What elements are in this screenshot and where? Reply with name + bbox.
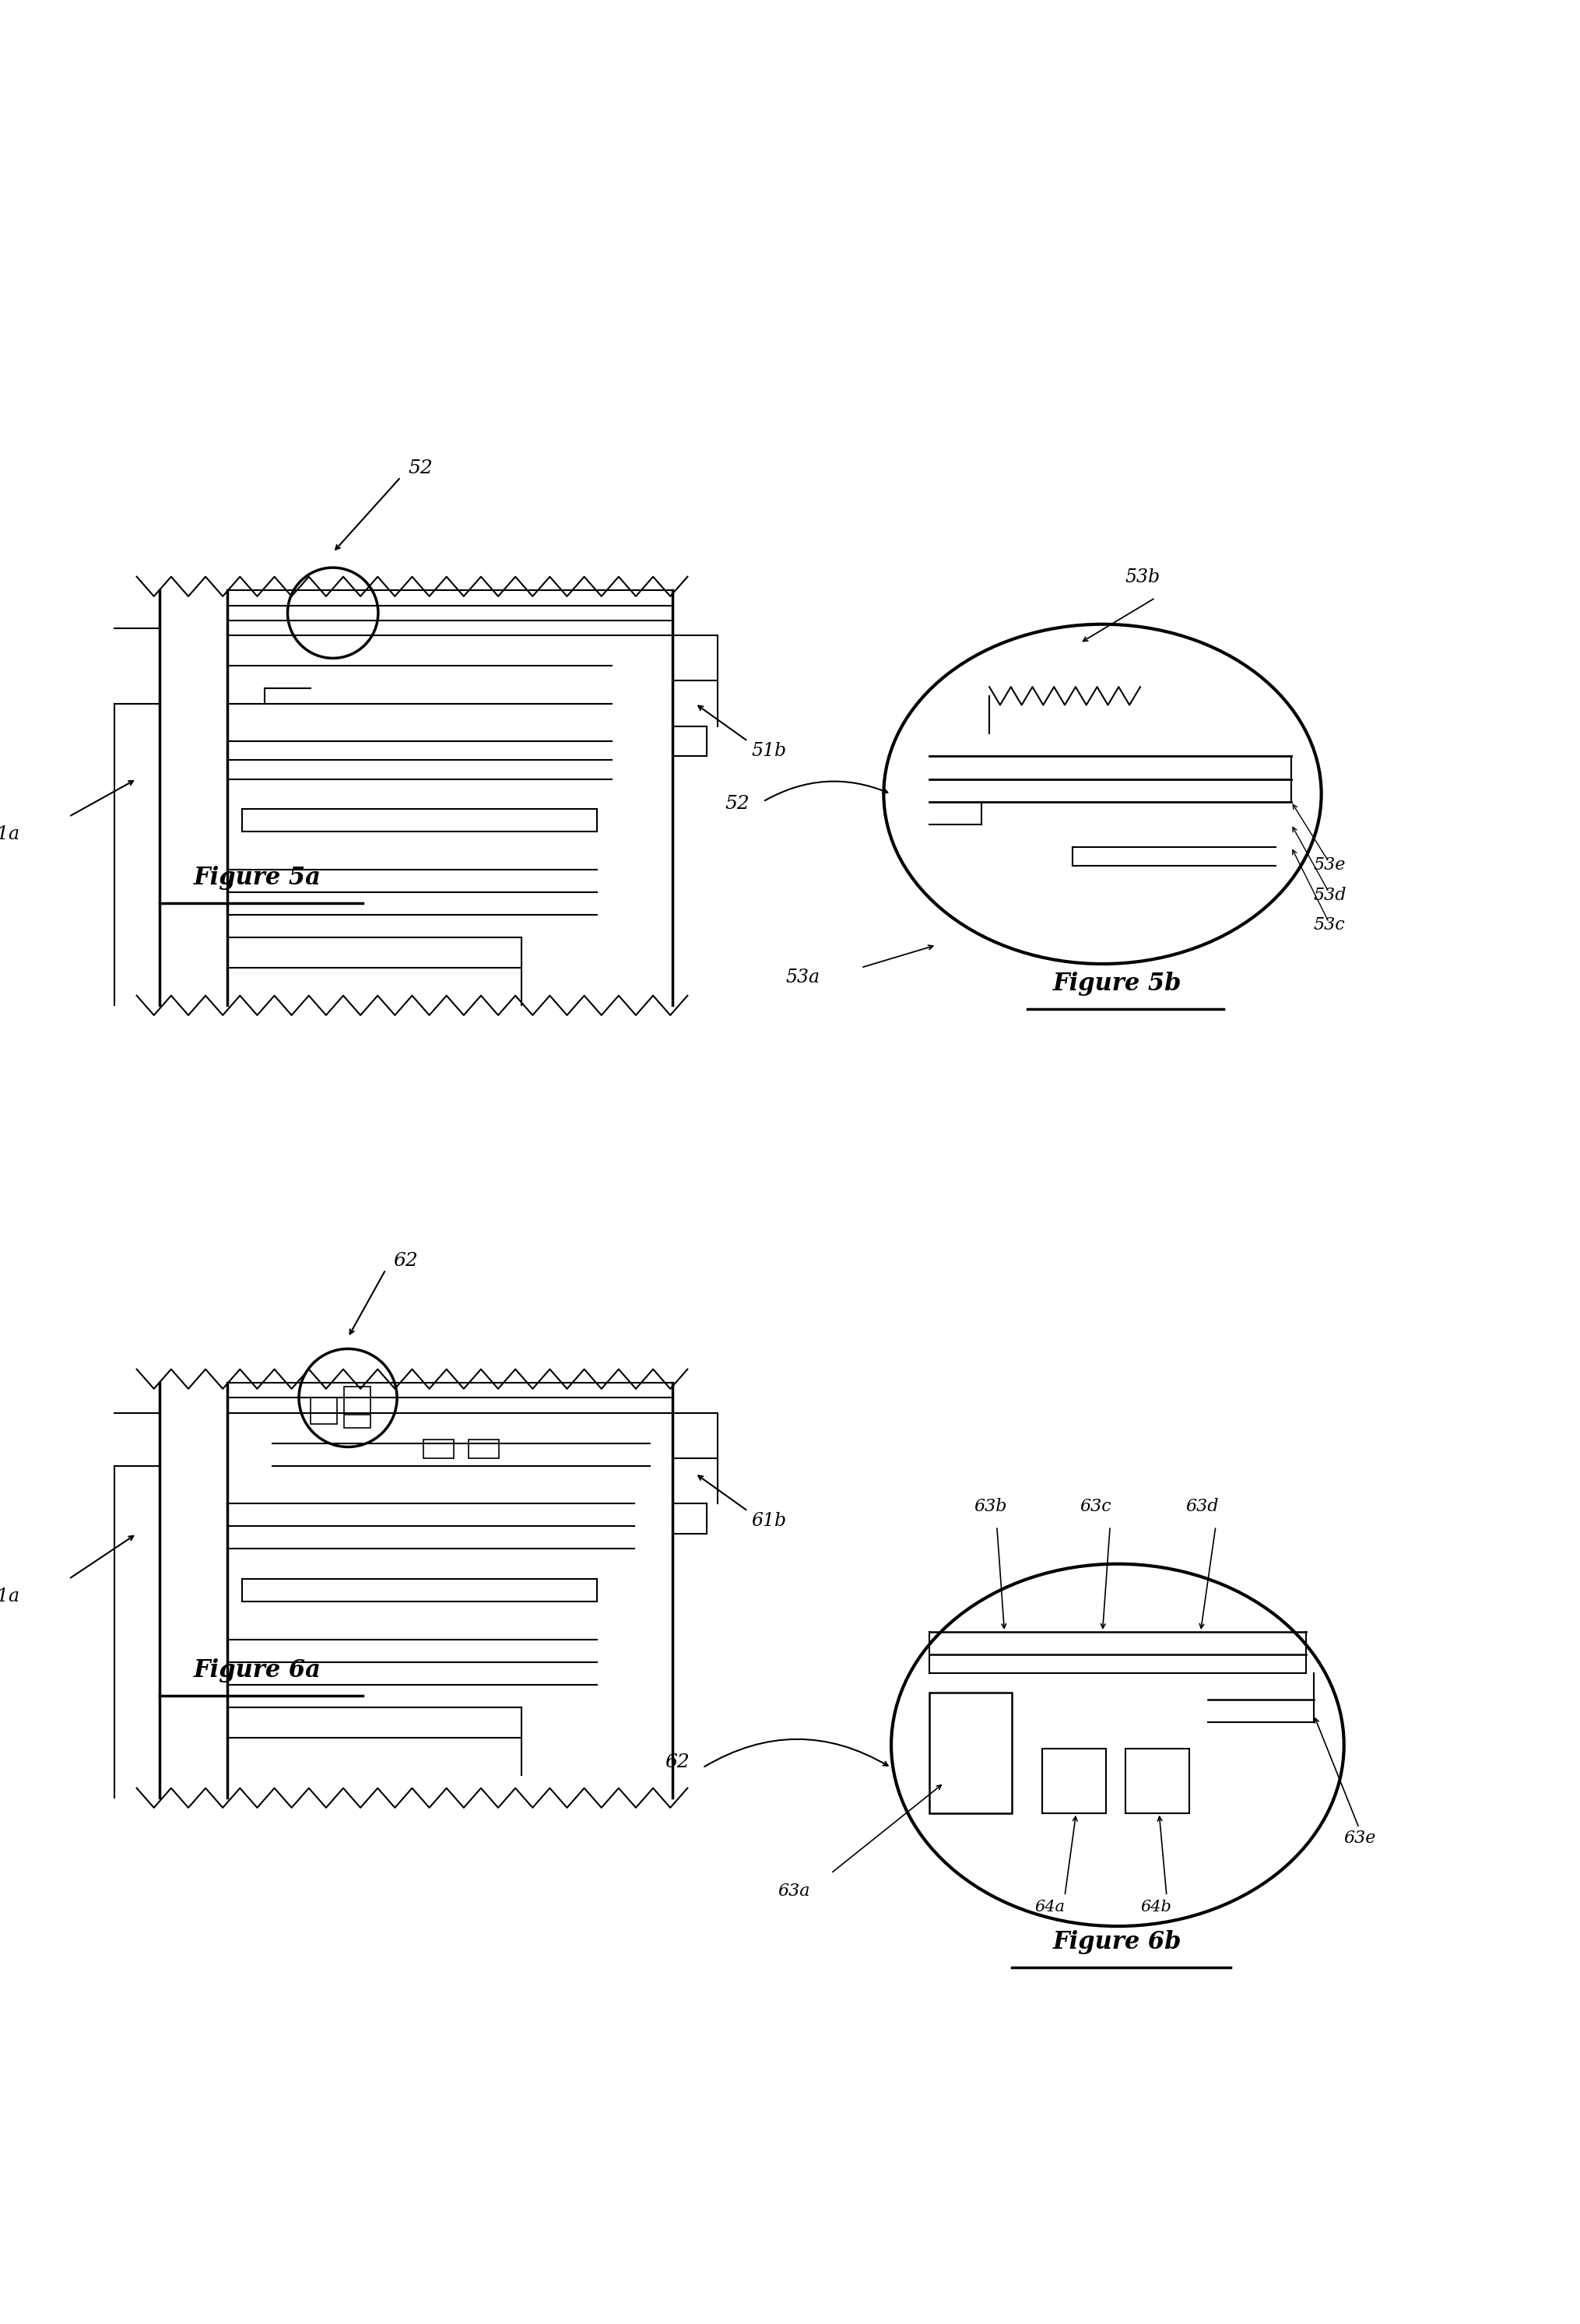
Text: 51b: 51b — [750, 741, 787, 760]
Text: 61a: 61a — [0, 1587, 21, 1606]
Text: 62: 62 — [665, 1755, 689, 1771]
Text: 64b: 64b — [1139, 1899, 1171, 1915]
Text: Figure 5b: Figure 5b — [1052, 971, 1182, 995]
Bar — [929, 1692, 1011, 1813]
Bar — [344, 1415, 370, 1427]
Text: 53b: 53b — [1125, 569, 1160, 586]
Text: 63b: 63b — [973, 1499, 1006, 1515]
Text: 64a: 64a — [1033, 1899, 1065, 1915]
Bar — [1041, 1750, 1106, 1813]
Bar — [1125, 1750, 1188, 1813]
Text: 52: 52 — [725, 795, 749, 813]
Text: 53d: 53d — [1313, 885, 1346, 904]
Text: Figure 6a: Figure 6a — [194, 1659, 321, 1683]
Text: 52: 52 — [408, 460, 433, 476]
Text: Figure 5a: Figure 5a — [194, 867, 321, 890]
Bar — [344, 1387, 370, 1413]
Text: 63c: 63c — [1079, 1499, 1111, 1515]
Bar — [468, 1439, 499, 1457]
Text: 61b: 61b — [750, 1513, 787, 1529]
Text: 53e: 53e — [1313, 855, 1345, 874]
Bar — [423, 1439, 453, 1457]
Bar — [310, 1397, 337, 1425]
Text: 62: 62 — [393, 1253, 417, 1269]
Text: 63e: 63e — [1343, 1829, 1376, 1848]
Text: 51a: 51a — [0, 825, 21, 844]
Text: Figure 6b: Figure 6b — [1052, 1931, 1182, 1954]
Text: 63a: 63a — [777, 1882, 811, 1901]
Text: 63d: 63d — [1185, 1499, 1218, 1515]
Text: 53a: 53a — [785, 969, 820, 988]
Text: 53c: 53c — [1313, 916, 1345, 934]
